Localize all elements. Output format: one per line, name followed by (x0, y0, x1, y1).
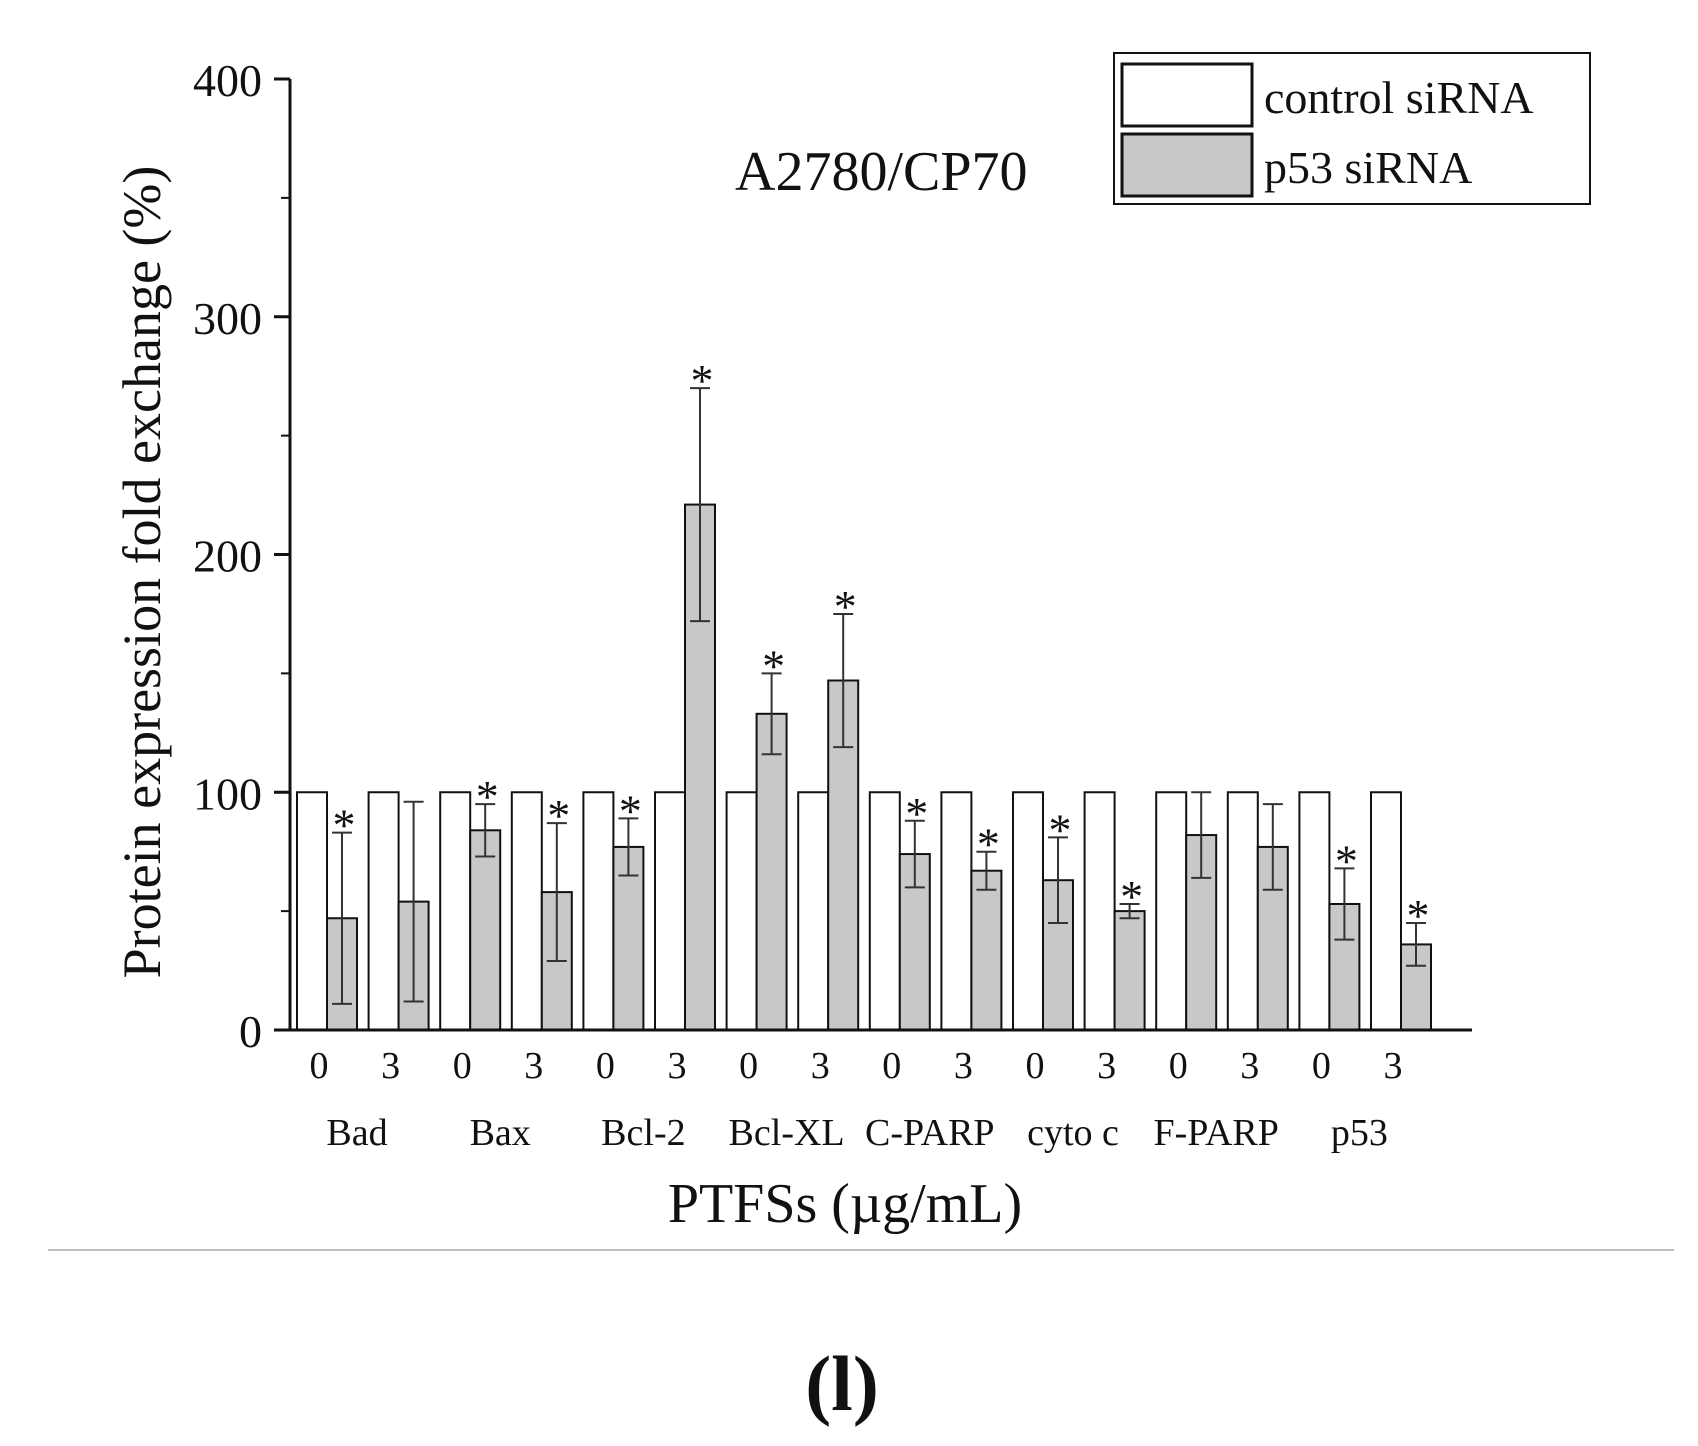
x-tick-label-dose: 0 (310, 1045, 329, 1087)
x-group-label: Bax (470, 1112, 531, 1154)
x-group-label: F-PARP (1154, 1112, 1279, 1154)
significance-marker: * (476, 771, 499, 822)
significance-marker: * (1335, 835, 1358, 886)
bar-control-siRNA (1083, 791, 1116, 1031)
x-tick-label-dose: 0 (596, 1045, 615, 1087)
bar-control-siRNA (439, 791, 472, 1031)
bar-control-siRNA (367, 791, 400, 1031)
x-group-label: Bad (326, 1112, 387, 1154)
bar-control-siRNA (1298, 791, 1331, 1031)
bar-control-siRNA (1226, 791, 1259, 1031)
significance-marker: * (977, 819, 1000, 870)
y-ticks: 0 100 200 300 400 (193, 55, 290, 1057)
x-tick-label-dose: 3 (1240, 1045, 1259, 1087)
legend-label-control: control siRNA (1264, 72, 1534, 123)
significance-marker: * (1407, 890, 1430, 941)
x-group-label: Bcl-XL (729, 1112, 845, 1154)
bar-p53-siRNA (755, 712, 788, 1031)
bar-control-siRNA (296, 791, 328, 1031)
significance-marker: * (691, 355, 714, 406)
x-tick-label-dose: 0 (739, 1045, 758, 1087)
x-tick-label-dose: 3 (811, 1045, 830, 1087)
significance-marker: * (333, 800, 356, 851)
bars-layer: * * * * * * * * * * * * * (296, 355, 1432, 1032)
x-group-label: p53 (1331, 1112, 1388, 1154)
legend-label-p53: p53 siRNA (1264, 142, 1472, 193)
y-tick-label: 300 (193, 293, 262, 344)
x-ticks: 0 3 0 3 0 3 0 3 0 3 0 3 0 3 0 3 Bad Bax Bcl-2 Bcl-XL C-PARP c… (310, 1045, 1403, 1154)
x-tick-label-dose: 3 (524, 1045, 543, 1087)
significance-marker: * (1120, 871, 1143, 922)
significance-marker: * (547, 790, 570, 841)
significance-marker: * (619, 785, 642, 836)
legend: control siRNA p53 siRNA (1113, 52, 1591, 205)
x-tick-label-dose: 0 (1026, 1045, 1045, 1087)
x-tick-label-dose: 0 (1312, 1045, 1331, 1087)
x-tick-label-dose: 3 (668, 1045, 687, 1087)
x-axis-label: PTFSs (µg/mL) (668, 1173, 1022, 1235)
y-tick-label: 400 (193, 55, 262, 106)
x-tick-label-dose: 0 (882, 1045, 901, 1087)
x-group-label: cyto c (1027, 1112, 1119, 1154)
significance-marker: * (834, 581, 857, 632)
x-tick-label-dose: 3 (954, 1045, 973, 1087)
x-tick-label-dose: 3 (381, 1045, 400, 1087)
x-tick-label-dose: 0 (1169, 1045, 1188, 1087)
legend-swatch-control (1120, 62, 1254, 128)
bar-control-siRNA (582, 791, 615, 1031)
significance-marker: * (762, 640, 785, 691)
bar-control-siRNA (797, 791, 830, 1031)
bar-control-siRNA (654, 791, 686, 1031)
x-tick-label-dose: 0 (453, 1045, 472, 1087)
bar-p53-siRNA (970, 869, 1003, 1032)
bar-control-siRNA (1370, 791, 1402, 1031)
chart-inset-title: A2780/CP70 (735, 141, 1028, 203)
panel-label: (l) (805, 1340, 879, 1427)
x-tick-label-dose: 3 (1384, 1045, 1403, 1087)
bar-control-siRNA (940, 791, 973, 1031)
significance-marker: * (1049, 804, 1072, 855)
legend-swatch-p53 (1120, 132, 1254, 198)
bar-p53-siRNA (1400, 943, 1432, 1031)
x-tick-label-dose: 3 (1097, 1045, 1116, 1087)
bar-control-siRNA (1012, 791, 1044, 1031)
y-axis-label: Protein expression fold exchange (%) (112, 166, 172, 979)
bar-control-siRNA (868, 791, 901, 1031)
y-tick-label: 0 (239, 1006, 262, 1057)
bar-control-siRNA (725, 791, 758, 1031)
y-tick-label: 100 (193, 768, 262, 819)
bar-control-siRNA (510, 791, 543, 1031)
x-group-label: Bcl-2 (601, 1112, 685, 1154)
bar-p53-siRNA (469, 829, 502, 1031)
significance-marker: * (905, 788, 928, 839)
bar-control-siRNA (1155, 791, 1188, 1031)
bar-p53-siRNA (1113, 910, 1146, 1031)
y-tick-label: 200 (193, 531, 262, 582)
x-group-label: C-PARP (865, 1112, 995, 1154)
